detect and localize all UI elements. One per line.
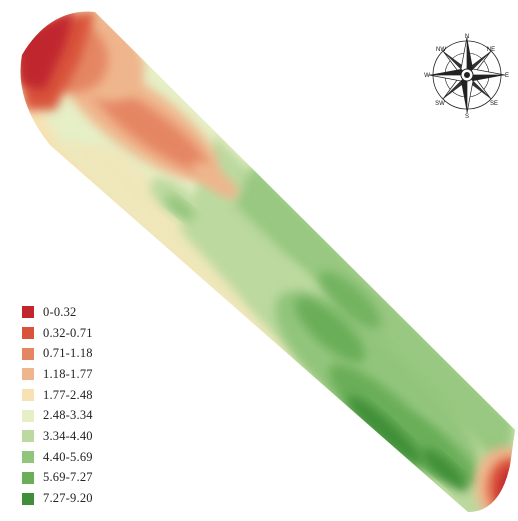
legend-item: 0.32-0.71 [22,323,93,344]
legend-swatch [22,327,34,340]
compass-label-nw: NW [436,47,446,53]
legend-swatch [22,409,34,422]
legend-label: 3.34-4.40 [43,428,93,443]
legend-label: 7.27-9.20 [43,491,93,506]
legend-item: 1.18-1.77 [22,364,93,385]
legend-swatch [22,471,34,484]
legend-item: 5.69-7.27 [22,468,93,489]
legend-label: 0.71-1.18 [43,346,93,361]
compass-label-sw: SW [435,101,445,107]
legend-swatch [22,430,34,443]
legend-label: 1.77-2.48 [43,387,93,402]
legend-item: 4.40-5.69 [22,447,93,468]
compass-rose-icon: N S E W NE NW SE SW [424,34,509,120]
compass-label-s: S [465,114,469,120]
legend-item: 2.48-3.34 [22,405,93,426]
compass-label-se: SE [490,101,498,107]
legend-swatch [22,451,34,464]
legend-item: 1.77-2.48 [22,385,93,406]
legend-swatch [22,306,34,319]
legend-item: 0.71-1.18 [22,343,93,364]
compass-label-ne: NE [487,47,495,53]
legend-label: 0.32-0.71 [43,325,93,340]
legend-label: 4.40-5.69 [43,449,93,464]
legend-item: 3.34-4.40 [22,426,93,447]
legend-swatch [22,389,34,402]
compass-label-w: W [424,73,430,79]
legend-label: 2.48-3.34 [43,408,93,423]
legend-label: 0-0.32 [43,304,77,319]
legend-label: 1.18-1.77 [43,366,93,381]
legend-swatch [22,492,34,505]
legend-label: 5.69-7.27 [43,470,93,485]
legend-swatch [22,347,34,360]
legend-item: 0-0.32 [22,302,93,323]
legend: 0-0.32 0.32-0.71 0.71-1.18 1.18-1.77 1.7… [22,302,93,509]
legend-swatch [22,368,34,381]
legend-item: 7.27-9.20 [22,488,93,509]
compass-label-e: E [505,73,509,79]
compass-label-n: N [465,34,469,40]
